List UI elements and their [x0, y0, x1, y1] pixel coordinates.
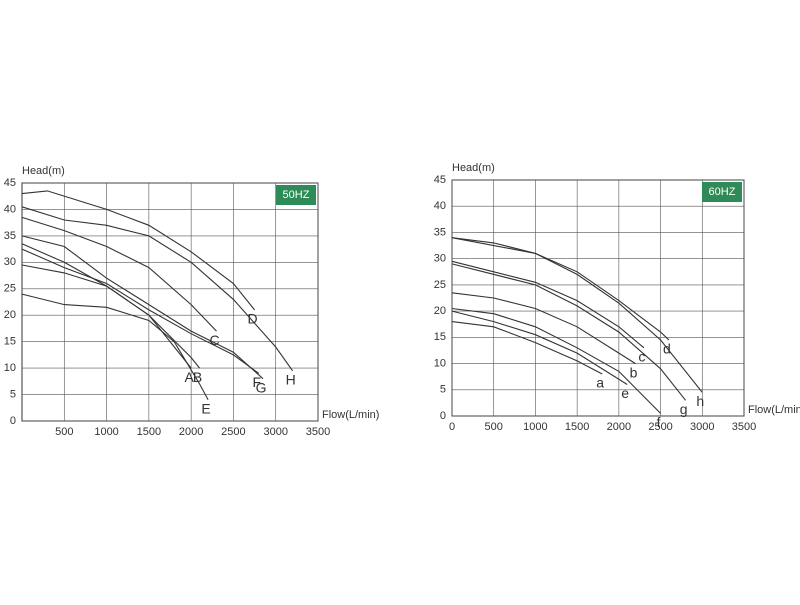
x-tick-label: 3500: [732, 421, 756, 433]
y-tick-label: 5: [10, 388, 16, 400]
y-tick-label: 15: [4, 336, 16, 348]
y-tick-label: 10: [4, 362, 16, 374]
x-tick-label: 2500: [648, 421, 672, 433]
curve: [21, 243, 201, 369]
x-tick-label: 3000: [690, 421, 714, 433]
chart-title: 60HZ: [709, 186, 736, 198]
curve: [21, 206, 294, 372]
curve: [451, 237, 703, 393]
title-badge: [276, 185, 316, 205]
curve-label: A: [184, 369, 194, 385]
curve: [21, 190, 256, 311]
x-tick-label: 500: [485, 421, 503, 433]
y-tick-label: 45: [4, 177, 16, 189]
y-tick-label: 25: [434, 279, 446, 291]
y-tick-label: 0: [10, 415, 16, 427]
curve: [451, 307, 661, 414]
title-badge: [702, 182, 742, 202]
x-axis-label: Flow(L/min): [748, 404, 800, 416]
curve: [451, 263, 687, 401]
y-tick-label: 35: [4, 230, 16, 242]
x-axis-label: Flow(L/min): [322, 409, 379, 421]
curve-label: D: [248, 311, 258, 327]
curve-label: g: [680, 401, 688, 417]
curve-label: f: [657, 414, 661, 430]
y-tick-label: 10: [434, 357, 446, 369]
y-tick-label: 15: [434, 331, 446, 343]
curve: [21, 293, 209, 401]
x-tick-label: 2000: [607, 421, 631, 433]
curve: [451, 321, 603, 375]
x-tick-label: 2500: [221, 426, 245, 438]
curve-label: E: [201, 401, 210, 417]
curve: [21, 248, 260, 374]
plot-frame: [21, 182, 319, 422]
y-tick-label: 30: [434, 253, 446, 265]
x-tick-label: 3000: [263, 426, 287, 438]
x-tick-label: 1000: [94, 426, 118, 438]
y-axis-label: Head(m): [452, 162, 495, 174]
curve: [451, 237, 670, 341]
y-tick-label: 35: [434, 226, 446, 238]
curve-label: a: [596, 375, 604, 391]
y-tick-label: 20: [4, 309, 16, 321]
y-tick-label: 20: [434, 305, 446, 317]
curve: [451, 292, 636, 365]
curve-label: c: [638, 349, 645, 365]
curve-label: e: [621, 385, 629, 401]
x-tick-label: 2000: [179, 426, 203, 438]
curve: [451, 260, 645, 349]
x-tick-label: 1000: [523, 421, 547, 433]
y-tick-label: 5: [440, 384, 446, 396]
curve-label: B: [193, 369, 202, 385]
x-tick-label: 3500: [306, 426, 330, 438]
curve-label: H: [286, 371, 296, 387]
y-tick-label: 30: [4, 256, 16, 268]
y-tick-label: 40: [4, 203, 16, 215]
x-tick-label: 1500: [137, 426, 161, 438]
y-tick-label: 0: [440, 410, 446, 422]
y-tick-label: 40: [434, 200, 446, 212]
curve: [21, 216, 217, 332]
chart-title: 50HZ: [283, 189, 310, 201]
x-tick-label: 0: [449, 421, 455, 433]
curve-label: F: [253, 374, 262, 390]
y-tick-label: 25: [4, 283, 16, 295]
x-tick-label: 1500: [565, 421, 589, 433]
y-tick-label: 45: [434, 174, 446, 186]
curve-label: b: [630, 364, 638, 380]
curve: [451, 310, 628, 385]
curve: [21, 235, 264, 380]
curve-label: G: [256, 379, 267, 395]
curve-label: C: [209, 332, 219, 348]
x-tick-label: 500: [55, 426, 73, 438]
y-axis-label: Head(m): [22, 165, 65, 177]
curve-label: h: [696, 393, 704, 409]
